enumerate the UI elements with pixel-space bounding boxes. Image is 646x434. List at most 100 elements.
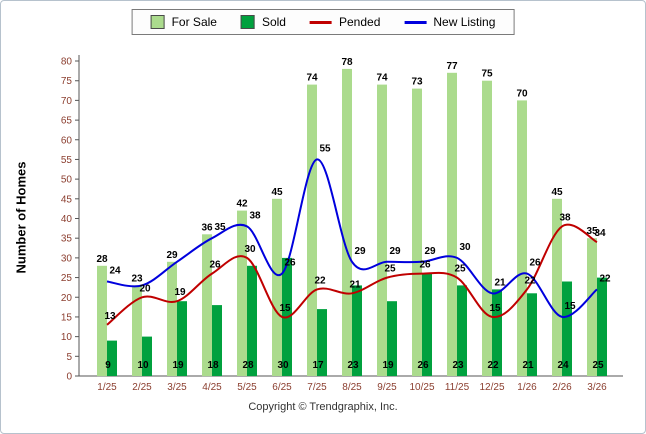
sold-value-label: 30 [277, 360, 289, 371]
bar-sold [422, 273, 432, 376]
bar-for-sale [97, 265, 107, 377]
pended-value-label: 22 [524, 275, 536, 286]
new-listing-value-label: 38 [249, 210, 261, 221]
for-sale-value-label: 74 [306, 73, 318, 84]
pended-value-label: 25 [384, 264, 396, 275]
new-listing-value-label: 29 [354, 246, 366, 257]
bar-sold [247, 265, 257, 377]
svg-text:15: 15 [61, 312, 73, 323]
bar-sold [387, 301, 397, 376]
for-sale-value-label: 42 [236, 199, 248, 210]
new-listing-value-label: 55 [319, 143, 331, 154]
pended-value-label: 38 [559, 212, 571, 223]
svg-text:0: 0 [66, 372, 72, 383]
sold-value-label: 22 [487, 360, 499, 371]
svg-text:2/26: 2/26 [552, 382, 572, 393]
legend-label-sold: Sold [261, 15, 286, 29]
pended-value-label: 15 [279, 303, 291, 314]
svg-text:2/25: 2/25 [132, 382, 152, 393]
svg-text:70: 70 [61, 96, 73, 107]
svg-text:11/25: 11/25 [445, 382, 470, 393]
sold-value-label: 24 [557, 360, 569, 371]
pended-value-label: 30 [244, 244, 256, 255]
sold-value-label: 19 [172, 360, 184, 371]
bar-for-sale [517, 100, 527, 377]
bar-sold [212, 305, 222, 376]
svg-text:55: 55 [61, 155, 73, 166]
data-labels: 28 23 29 36 42 45 74 78 74 73 77 75 70 45 35 9 10 19 18 28 3… [96, 57, 611, 371]
bar-sold [597, 277, 607, 376]
bar-sold [527, 293, 537, 376]
legend-label-for-sale: For Sale [171, 15, 217, 29]
sold-value-label: 19 [382, 360, 394, 371]
bar-for-sale [272, 198, 282, 376]
new-listing-value-label: 15 [564, 301, 576, 312]
new-listing-value-label: 29 [389, 246, 401, 257]
svg-text:60: 60 [61, 135, 73, 146]
bar-for-sale [237, 210, 247, 376]
sold-value-label: 25 [592, 360, 604, 371]
bar-sold [317, 309, 327, 376]
bar-for-sale [307, 84, 317, 376]
new-listing-value-label: 29 [424, 246, 436, 257]
svg-text:65: 65 [61, 116, 73, 127]
svg-text:8/25: 8/25 [342, 382, 362, 393]
new-listing-value-label: 24 [109, 266, 121, 277]
sold-value-label: 23 [347, 360, 359, 371]
for-sale-value-label: 70 [516, 88, 528, 99]
bars-for-sale [97, 68, 597, 377]
bar-for-sale [412, 88, 422, 376]
chart-legend: For Sale Sold Pended New Listing [131, 9, 515, 35]
for-sale-value-label: 74 [376, 73, 388, 84]
pended-value-label: 20 [139, 283, 151, 294]
new-listing-value-label: 22 [599, 273, 611, 284]
bar-sold [562, 281, 572, 376]
bar-for-sale [552, 198, 562, 376]
svg-text:30: 30 [61, 253, 73, 264]
sold-value-label: 26 [417, 360, 429, 371]
bar-for-sale [447, 72, 457, 377]
pended-value-label: 34 [594, 228, 606, 239]
pended-value-label: 22 [314, 275, 326, 286]
pended-value-label: 26 [209, 260, 221, 271]
svg-text:40: 40 [61, 214, 73, 225]
sold-value-label: 23 [452, 360, 464, 371]
svg-text:7/25: 7/25 [307, 382, 327, 393]
for-sale-value-label: 29 [166, 250, 178, 261]
new-listing-value-label: 35 [214, 222, 226, 233]
sold-value-label: 10 [137, 360, 149, 371]
legend-item-for-sale: For Sale [150, 15, 217, 29]
svg-text:20: 20 [61, 293, 73, 304]
new-listing-value-label: 30 [459, 242, 471, 253]
chart-canvas: 0 5 10 15 20 25 30 35 40 45 50 55 60 65 70 75 80 1/25 2/25… [61, 55, 623, 393]
for-sale-swatch-icon [150, 15, 165, 29]
pended-value-label: 25 [454, 264, 466, 275]
bar-for-sale [587, 238, 597, 376]
pended-swatch-icon [309, 20, 332, 24]
svg-text:5/25: 5/25 [237, 382, 257, 393]
svg-text:6/25: 6/25 [272, 382, 292, 393]
new-listing-line [106, 158, 598, 318]
for-sale-value-label: 45 [271, 187, 283, 198]
svg-text:10: 10 [61, 332, 73, 343]
bar-sold [492, 289, 502, 376]
svg-text:1/26: 1/26 [517, 382, 537, 393]
legend-label-pended: Pended [338, 15, 381, 29]
svg-text:3/26: 3/26 [587, 382, 607, 393]
legend-item-pended: Pended [309, 15, 381, 29]
legend-label-new-listing: New Listing [433, 15, 496, 29]
for-sale-value-label: 45 [551, 187, 563, 198]
for-sale-value-label: 77 [446, 61, 458, 72]
svg-text:9/25: 9/25 [377, 382, 397, 393]
new-listing-value-label: 21 [494, 277, 506, 288]
bar-sold [107, 340, 117, 376]
bar-for-sale [132, 285, 142, 376]
pended-value-label: 15 [489, 303, 501, 314]
bar-sold [177, 301, 187, 376]
pended-value-label: 26 [419, 260, 431, 271]
svg-text:50: 50 [61, 175, 73, 186]
svg-text:80: 80 [61, 57, 73, 68]
bar-sold [352, 285, 362, 376]
bar-for-sale [482, 80, 492, 376]
sold-swatch-icon [240, 15, 255, 29]
